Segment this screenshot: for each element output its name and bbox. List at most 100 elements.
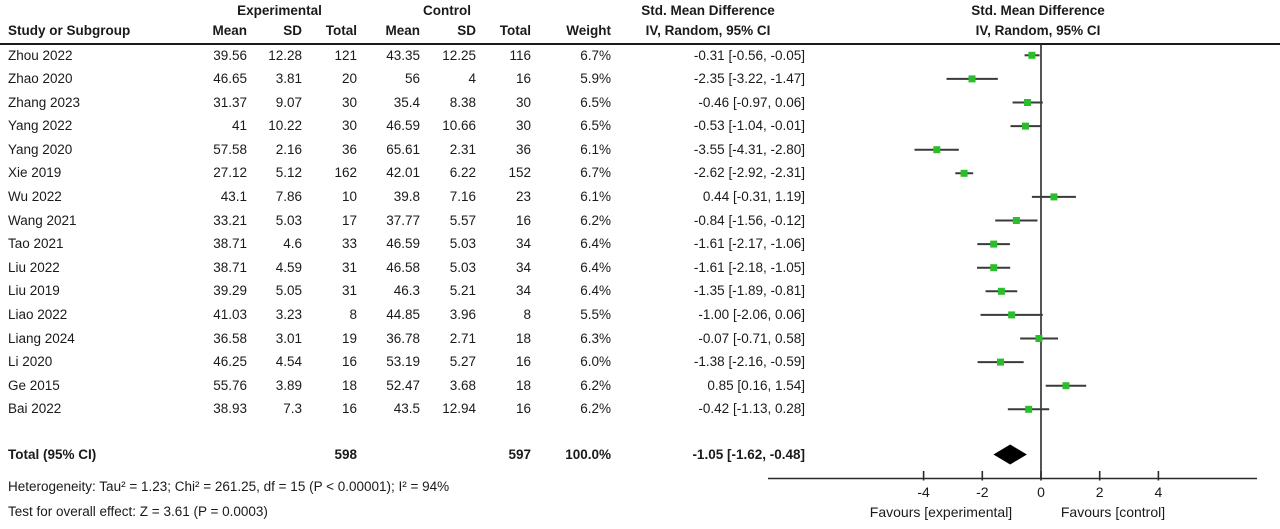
study-name: Li 2020 xyxy=(8,354,53,370)
exp-total-value: 17 xyxy=(341,212,357,228)
effect-marker xyxy=(1035,335,1043,342)
favours-experimental-label: Favours [experimental] xyxy=(870,504,1012,520)
ci-text: -0.53 [-1.04, -0.01] xyxy=(693,118,805,134)
exp-sd-value: 5.03 xyxy=(275,212,302,228)
study-name: Wang 2021 xyxy=(8,212,77,228)
ctl-mean-value: 46.58 xyxy=(386,259,420,275)
ctl-mean-value: 43.5 xyxy=(393,401,420,417)
favours-control-label: Favours [control] xyxy=(1061,504,1165,520)
exp-sd-value: 3.81 xyxy=(275,71,302,87)
total-weight: 100.0% xyxy=(565,447,611,462)
effect-marker xyxy=(1021,122,1029,130)
exp-total-value: 30 xyxy=(341,118,357,134)
ctl-sd-value: 5.21 xyxy=(449,283,476,299)
ctl-sd-value: 5.57 xyxy=(449,212,476,228)
study-row: Liu 2019 39.29 5.05 31 46.3 5.21 34 6.4%… xyxy=(0,279,805,303)
ctl-mean-value: 46.3 xyxy=(393,283,420,299)
weight-value: 6.5% xyxy=(580,94,611,110)
exp-sd-value: 3.23 xyxy=(275,307,302,323)
column-header-row: Study or Subgroup Mean SD Total Mean SD … xyxy=(0,21,805,41)
effect-marker xyxy=(960,169,968,177)
study-row: Zhao 2020 46.65 3.81 20 56 4 16 5.9% -2.… xyxy=(0,67,805,91)
ci-text: 0.44 [-0.31, 1.19] xyxy=(702,189,805,205)
ctl-sd-value: 5.27 xyxy=(449,354,476,370)
ctl-mean-value: 43.35 xyxy=(386,47,420,63)
ctl-sd-value: 6.22 xyxy=(449,165,476,181)
exp-total-value: 16 xyxy=(341,401,357,417)
exp-mean-value: 39.56 xyxy=(213,47,247,63)
ctl-total-value: 16 xyxy=(515,71,531,87)
weight-value: 6.3% xyxy=(580,330,611,346)
ctl-mean-value: 52.47 xyxy=(386,377,420,393)
overall-effect-test: Test for overall effect: Z = 3.61 (P = 0… xyxy=(8,504,268,519)
heterogeneity-stats: Heterogeneity: Tau² = 1.23; Chi² = 261.2… xyxy=(8,479,450,494)
weight-value: 6.2% xyxy=(580,212,611,228)
axis-tick-label: -2 xyxy=(976,484,989,500)
exp-mean-value: 38.93 xyxy=(213,401,247,417)
weight-value: 6.4% xyxy=(580,259,611,275)
study-row: Zhang 2023 31.37 9.07 30 35.4 8.38 30 6.… xyxy=(0,91,805,115)
total-label: Total (95% CI) xyxy=(8,447,97,462)
exp-sd-value: 12.28 xyxy=(268,47,302,63)
exp-sd-value: 4.59 xyxy=(275,259,302,275)
ctl-total-value: 36 xyxy=(515,141,531,157)
ctl-sd-value: 12.94 xyxy=(442,401,476,417)
ctl-sd-value: 7.16 xyxy=(449,189,476,205)
study-row: Li 2020 46.25 4.54 16 53.19 5.27 16 6.0%… xyxy=(0,350,805,374)
study-name: Zhao 2020 xyxy=(8,71,73,87)
exp-total-value: 20 xyxy=(341,71,357,87)
weight-value: 6.1% xyxy=(580,189,611,205)
header-study: Study or Subgroup xyxy=(8,23,131,38)
header-divider xyxy=(0,42,1280,45)
exp-mean-value: 55.76 xyxy=(213,377,247,393)
ctl-mean-value: 46.59 xyxy=(386,236,420,252)
ctl-mean-value: 65.61 xyxy=(386,141,420,157)
ctl-total-value: 34 xyxy=(515,283,531,299)
study-row: Liu 2022 38.71 4.59 31 46.58 5.03 34 6.4… xyxy=(0,256,805,280)
effect-marker xyxy=(933,146,941,154)
ctl-total-value: 16 xyxy=(515,354,531,370)
ctl-sd-value: 10.66 xyxy=(442,118,476,134)
ctl-mean-value: 46.59 xyxy=(386,118,420,134)
exp-total-value: 18 xyxy=(341,377,357,393)
effect-marker xyxy=(1062,382,1070,390)
study-name: Liu 2019 xyxy=(8,283,60,299)
exp-mean-value: 39.29 xyxy=(213,283,247,299)
header-ctl-mean: Mean xyxy=(385,23,420,38)
header-exp-sd: SD xyxy=(283,23,302,38)
exp-total-value: 36 xyxy=(341,141,357,157)
effect-marker xyxy=(968,75,976,83)
ci-text: -2.62 [-2.92, -2.31] xyxy=(693,165,805,181)
axis-tick-label: 0 xyxy=(1037,484,1045,500)
exp-total-value: 162 xyxy=(334,165,357,181)
ctl-sd-value: 3.96 xyxy=(449,307,476,323)
study-row: Yang 2020 57.58 2.16 36 65.61 2.31 36 6.… xyxy=(0,138,805,162)
ci-text: -0.07 [-0.71, 0.58] xyxy=(698,330,805,346)
effect-marker xyxy=(1012,217,1020,224)
column-group-experimental: Experimental xyxy=(237,3,322,18)
ctl-total-value: 34 xyxy=(515,236,531,252)
exp-sd-value: 10.22 xyxy=(268,118,302,134)
ctl-total-value: 34 xyxy=(515,259,531,275)
header-ctl-total: Total xyxy=(499,23,531,38)
ci-text: -0.31 [-0.56, -0.05] xyxy=(693,47,805,63)
axis-tick-label: 2 xyxy=(1096,484,1104,500)
ctl-total-value: 116 xyxy=(509,47,531,63)
study-name: Yang 2022 xyxy=(8,118,73,134)
exp-total-value: 30 xyxy=(341,94,357,110)
ctl-mean-value: 44.85 xyxy=(386,307,420,323)
exp-sd-value: 4.54 xyxy=(275,354,302,370)
study-name: Liao 2022 xyxy=(8,307,68,323)
effect-marker xyxy=(997,287,1005,295)
ctl-mean-value: 56 xyxy=(404,71,420,87)
study-name: Liu 2022 xyxy=(8,259,60,275)
plot-title: Std. Mean Difference xyxy=(971,3,1105,18)
ci-text: -3.55 [-4.31, -2.80] xyxy=(693,141,805,157)
study-row: Wu 2022 43.1 7.86 10 39.8 7.16 23 6.1% 0… xyxy=(0,185,805,209)
summary-diamond xyxy=(993,444,1027,465)
study-row: Tao 2021 38.71 4.6 33 46.59 5.03 34 6.4%… xyxy=(0,232,805,256)
total-ctl-n: 597 xyxy=(508,447,531,462)
ctl-mean-value: 37.77 xyxy=(386,212,420,228)
total-ci-text: -1.05 [-1.62, -0.48] xyxy=(692,447,805,462)
effect-marker xyxy=(1028,51,1036,59)
